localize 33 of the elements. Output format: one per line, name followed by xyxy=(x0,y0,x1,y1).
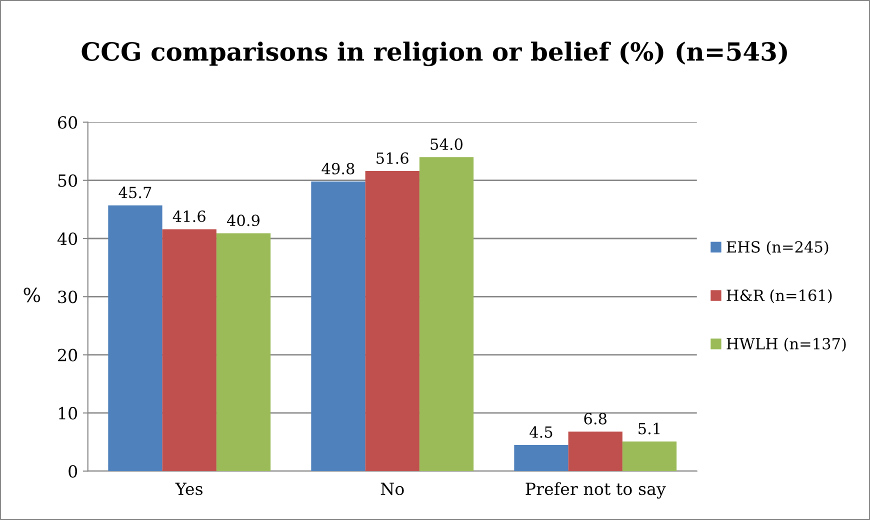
data-label: 40.9 xyxy=(226,214,260,226)
data-label: 41.6 xyxy=(172,210,206,222)
bar xyxy=(108,205,162,472)
x-tick-label: Prefer not to say xyxy=(526,482,666,499)
bar xyxy=(419,157,474,472)
y-tick-label: 40 xyxy=(57,232,78,246)
data-label: 45.7 xyxy=(118,186,152,198)
bar xyxy=(622,441,677,472)
data-label: 5.1 xyxy=(638,422,660,434)
y-tick-label: 50 xyxy=(58,174,78,187)
bar xyxy=(514,444,568,472)
data-label: 4.5 xyxy=(530,426,552,438)
legend-label: EHS (n=245) xyxy=(726,240,828,255)
data-label: 51.6 xyxy=(376,152,408,164)
data-label: 6.8 xyxy=(584,412,606,424)
x-tick-label: Yes xyxy=(175,482,202,496)
y-tick-label: 30 xyxy=(58,290,78,304)
legend-label: HWLH (n=137) xyxy=(726,338,846,352)
legend-label: H&R (n=161) xyxy=(726,289,832,304)
bar xyxy=(216,233,271,472)
y-axis-title: % xyxy=(24,288,40,302)
bar xyxy=(311,182,366,472)
y-tick-label: 0 xyxy=(68,465,78,478)
bar xyxy=(162,229,216,472)
data-label: 54.0 xyxy=(430,138,462,150)
bar xyxy=(568,432,622,472)
y-tick-label: 60 xyxy=(58,116,78,129)
y-tick-label: 10 xyxy=(58,406,78,420)
bar xyxy=(365,171,420,472)
y-tick-label: 20 xyxy=(58,348,78,362)
data-label: 49.8 xyxy=(322,162,354,174)
chart-title: CCG comparisons in religion or belief (%) (n=543) xyxy=(82,42,787,66)
x-tick-label: No xyxy=(380,482,404,496)
